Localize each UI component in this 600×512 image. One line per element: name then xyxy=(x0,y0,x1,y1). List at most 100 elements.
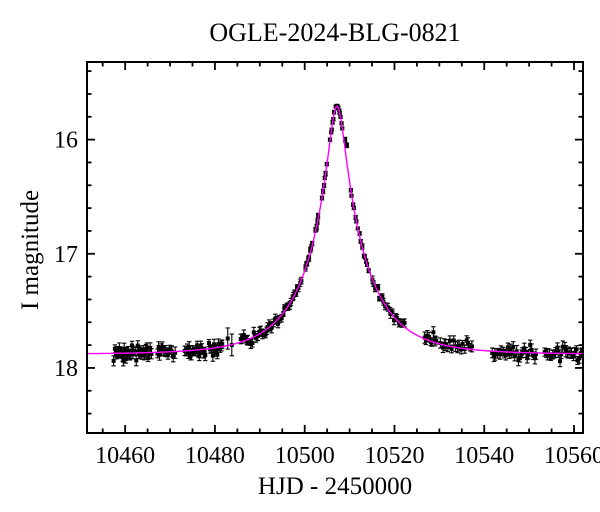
data-point xyxy=(149,351,154,356)
data-point xyxy=(269,325,274,330)
model-curve-layer xyxy=(87,105,583,355)
data-point xyxy=(559,352,564,357)
data-point xyxy=(241,332,246,337)
data-point xyxy=(187,345,192,350)
data-point xyxy=(529,347,534,352)
data-point xyxy=(498,348,503,353)
data-point xyxy=(131,349,136,354)
data-point xyxy=(511,344,516,349)
data-point xyxy=(492,352,497,357)
data-point xyxy=(173,350,178,355)
data-points-layer xyxy=(111,103,583,368)
data-point xyxy=(147,352,152,357)
data-point xyxy=(145,345,150,350)
data-point xyxy=(457,343,462,348)
data-point xyxy=(171,354,176,359)
data-point xyxy=(251,330,256,335)
data-point xyxy=(258,328,263,333)
data-point xyxy=(434,338,439,343)
data-point xyxy=(490,350,495,355)
data-point xyxy=(577,356,582,361)
x-tick-label: 10460 xyxy=(95,443,155,469)
data-point xyxy=(165,352,170,357)
data-point xyxy=(250,340,255,345)
data-point xyxy=(265,325,270,330)
data-point xyxy=(121,358,126,363)
data-point xyxy=(394,315,399,320)
data-point xyxy=(206,341,211,346)
data-point xyxy=(159,347,164,352)
x-tick-label: 10520 xyxy=(364,443,424,469)
data-point xyxy=(197,354,202,359)
data-point xyxy=(120,355,125,360)
data-point xyxy=(532,356,537,361)
data-point xyxy=(526,352,531,357)
data-point xyxy=(571,354,576,359)
data-point xyxy=(453,344,458,349)
data-point xyxy=(225,336,230,341)
data-point xyxy=(390,310,395,315)
data-point xyxy=(528,342,533,347)
data-point xyxy=(343,137,348,142)
data-point xyxy=(429,340,434,345)
data-point xyxy=(492,354,497,359)
data-point xyxy=(215,352,220,357)
data-point xyxy=(560,344,565,349)
data-point xyxy=(156,344,161,349)
data-point xyxy=(447,338,452,343)
data-point xyxy=(547,352,552,357)
x-tick-label: 10500 xyxy=(275,443,335,469)
data-point xyxy=(383,304,388,309)
data-point xyxy=(220,342,225,347)
data-point xyxy=(112,346,117,351)
data-point xyxy=(186,351,191,356)
data-point xyxy=(556,350,561,355)
x-axis-label: HJD - 2450000 xyxy=(258,473,412,500)
data-point xyxy=(252,333,257,338)
data-point xyxy=(562,345,567,350)
axis-tick-labels-layer: 10460 10480 10500 10520 10540 10560 16 17 18 xyxy=(54,128,600,469)
data-point xyxy=(275,321,280,326)
y-tick-label: 18 xyxy=(54,356,78,382)
data-point xyxy=(198,343,203,348)
data-point xyxy=(555,345,560,350)
x-tick-label: 10540 xyxy=(454,443,514,469)
data-point xyxy=(402,320,407,325)
data-point xyxy=(579,350,583,355)
data-point xyxy=(294,291,299,296)
data-point xyxy=(534,352,539,357)
data-point xyxy=(505,345,510,350)
data-point xyxy=(139,351,144,356)
x-tick-label: 10480 xyxy=(185,443,245,469)
data-point xyxy=(440,345,445,350)
data-point xyxy=(122,346,127,351)
data-point xyxy=(508,347,513,352)
data-point xyxy=(123,357,128,362)
data-point xyxy=(126,349,131,354)
data-point xyxy=(427,334,432,339)
data-point xyxy=(203,352,208,357)
data-point xyxy=(558,359,563,364)
data-point xyxy=(111,358,116,363)
data-point xyxy=(509,351,514,356)
data-point xyxy=(264,328,269,333)
data-point xyxy=(385,305,390,310)
y-tick-label: 16 xyxy=(54,128,78,154)
y-tick-label: 17 xyxy=(54,242,78,268)
data-point xyxy=(155,351,160,356)
data-point xyxy=(531,353,536,358)
data-point xyxy=(449,347,454,352)
data-point xyxy=(503,352,508,357)
data-point xyxy=(129,343,134,348)
x-tick-label: 10560 xyxy=(544,443,600,469)
data-point xyxy=(134,358,139,363)
data-point xyxy=(195,343,200,348)
data-point xyxy=(376,285,381,290)
model-curve xyxy=(87,105,583,355)
data-point xyxy=(522,346,527,351)
data-point xyxy=(212,342,217,347)
data-point xyxy=(133,349,138,354)
data-point xyxy=(344,143,349,148)
data-point xyxy=(216,342,221,347)
